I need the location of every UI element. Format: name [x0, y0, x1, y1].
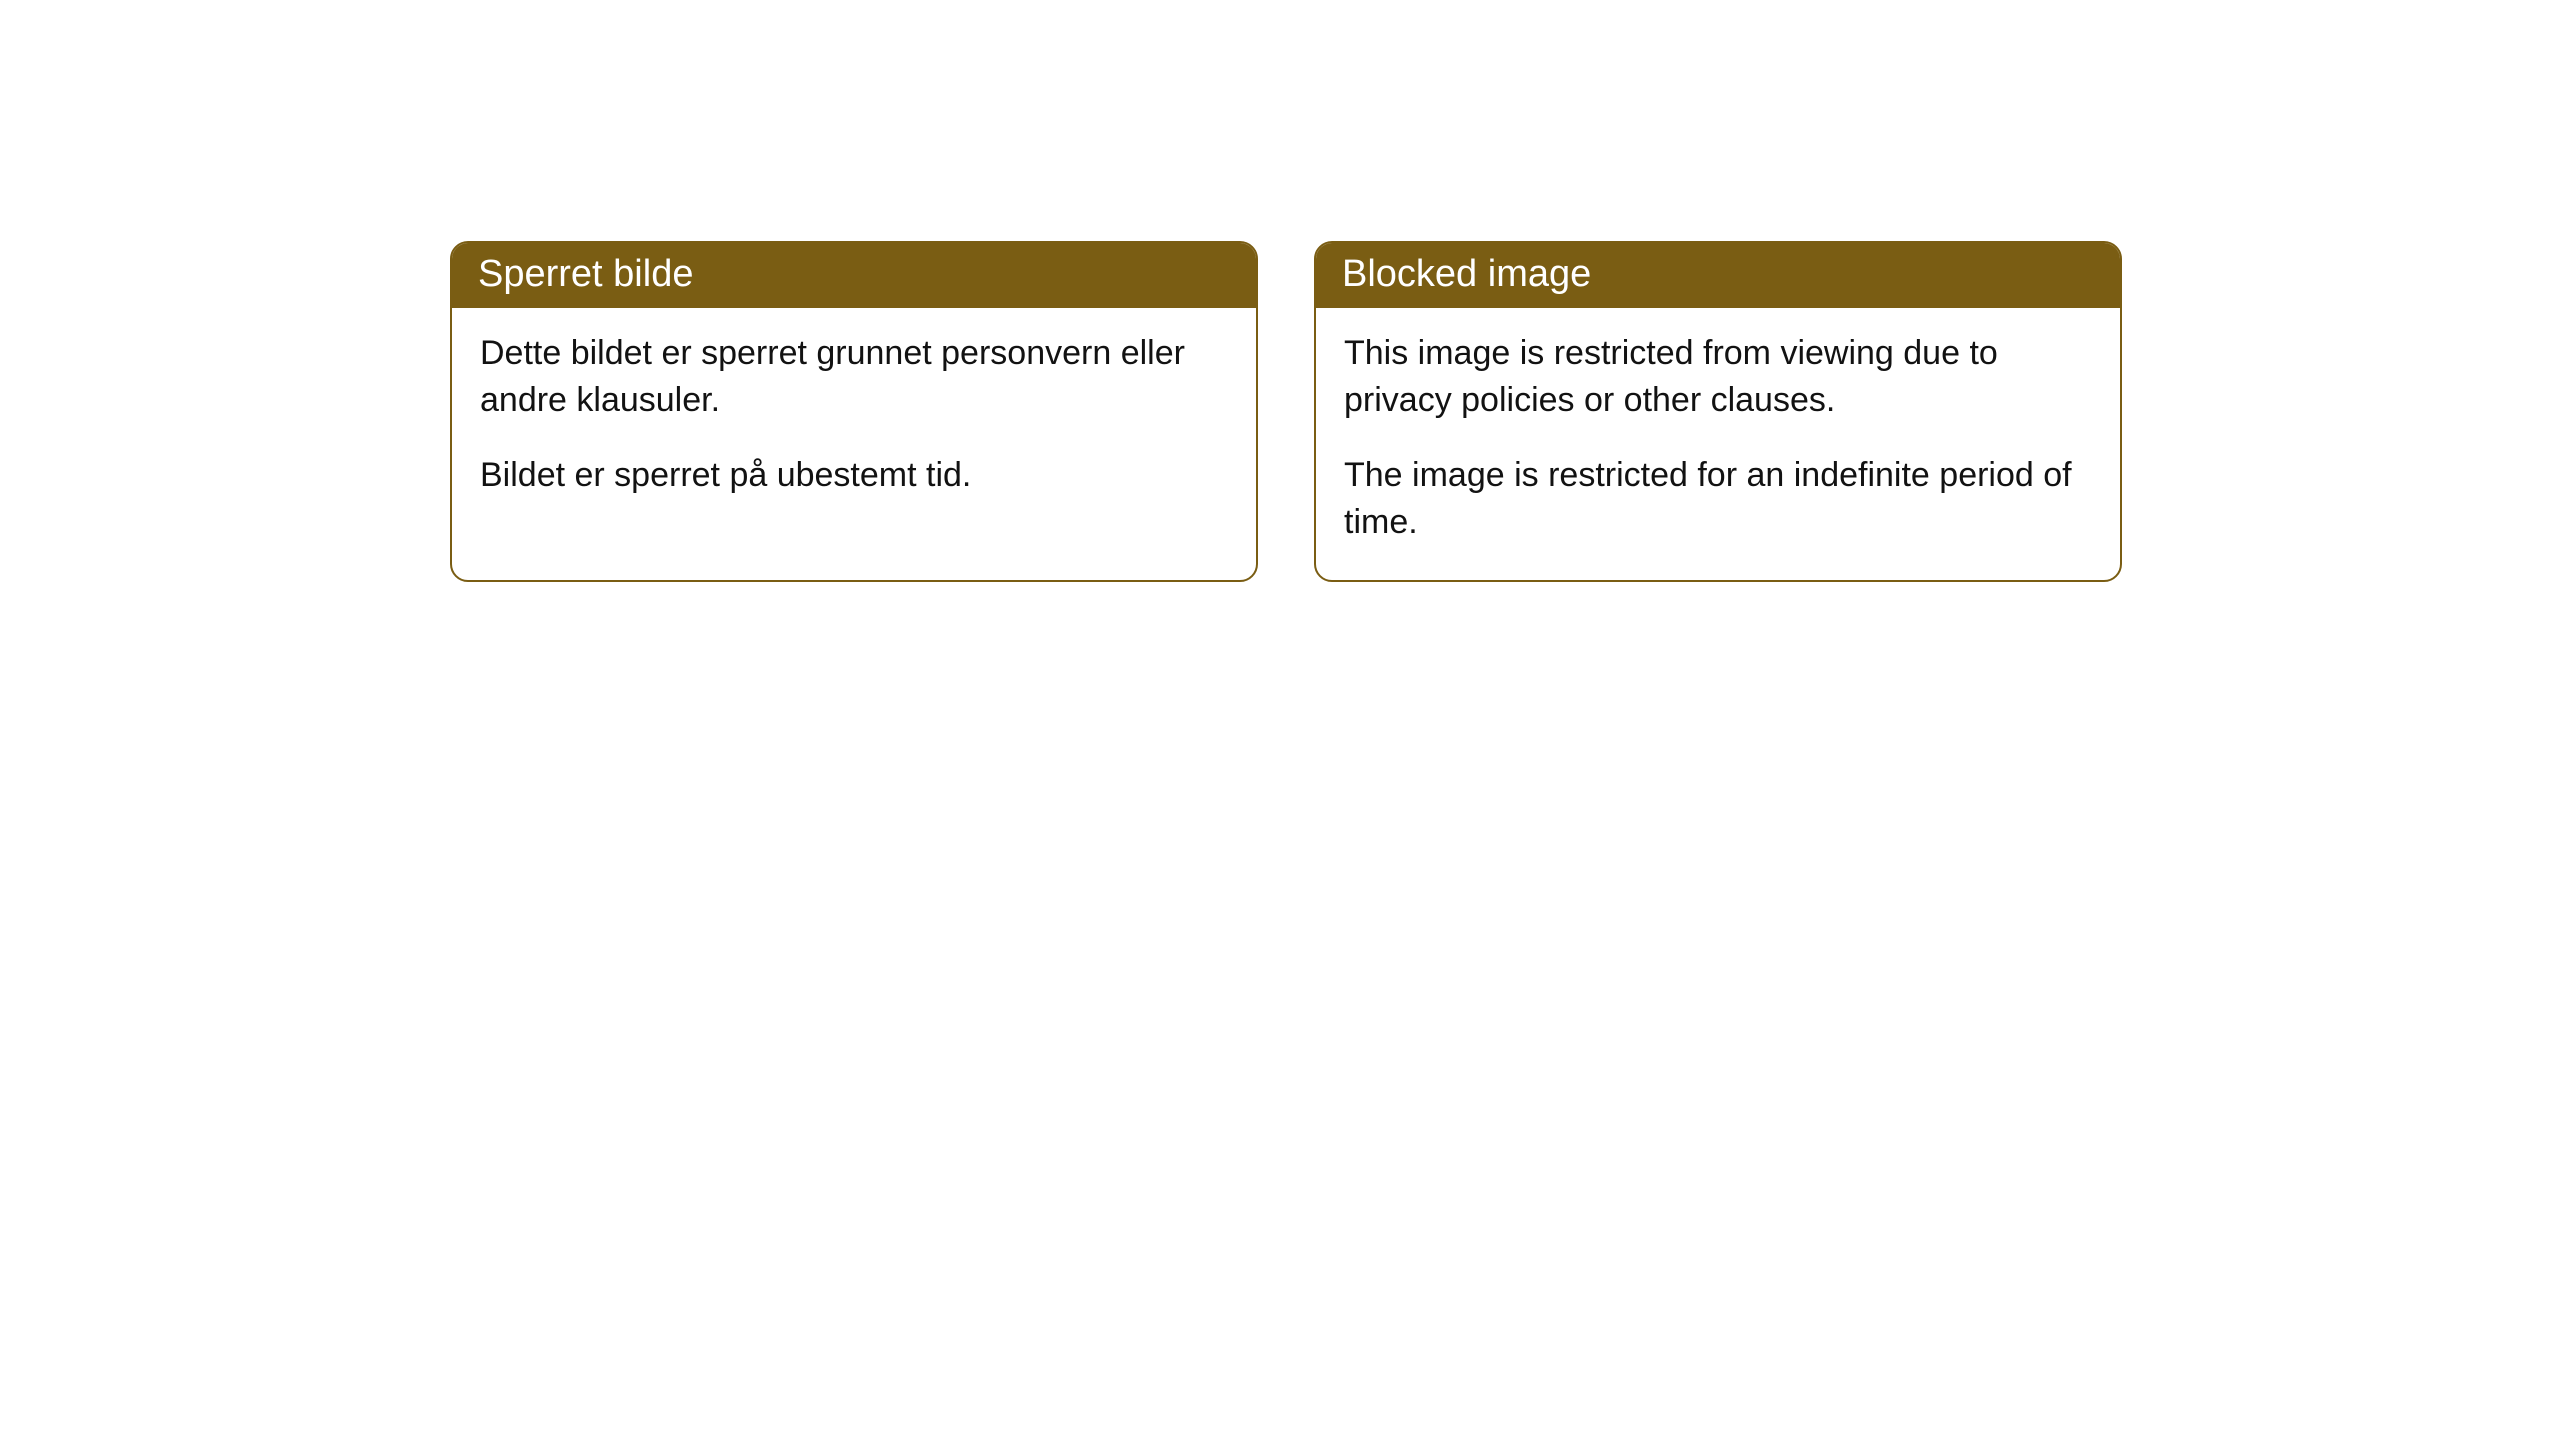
card-paragraph: The image is restricted for an indefinit… — [1344, 452, 2092, 546]
card-paragraph: Dette bildet er sperret grunnet personve… — [480, 330, 1228, 424]
notice-cards-container: Sperret bilde Dette bildet er sperret gr… — [450, 241, 2122, 582]
card-body-english: This image is restricted from viewing du… — [1316, 308, 2120, 580]
card-paragraph: Bildet er sperret på ubestemt tid. — [480, 452, 1228, 499]
card-header-norwegian: Sperret bilde — [452, 243, 1256, 308]
notice-card-english: Blocked image This image is restricted f… — [1314, 241, 2122, 582]
card-header-english: Blocked image — [1316, 243, 2120, 308]
notice-card-norwegian: Sperret bilde Dette bildet er sperret gr… — [450, 241, 1258, 582]
card-body-norwegian: Dette bildet er sperret grunnet personve… — [452, 308, 1256, 533]
card-paragraph: This image is restricted from viewing du… — [1344, 330, 2092, 424]
